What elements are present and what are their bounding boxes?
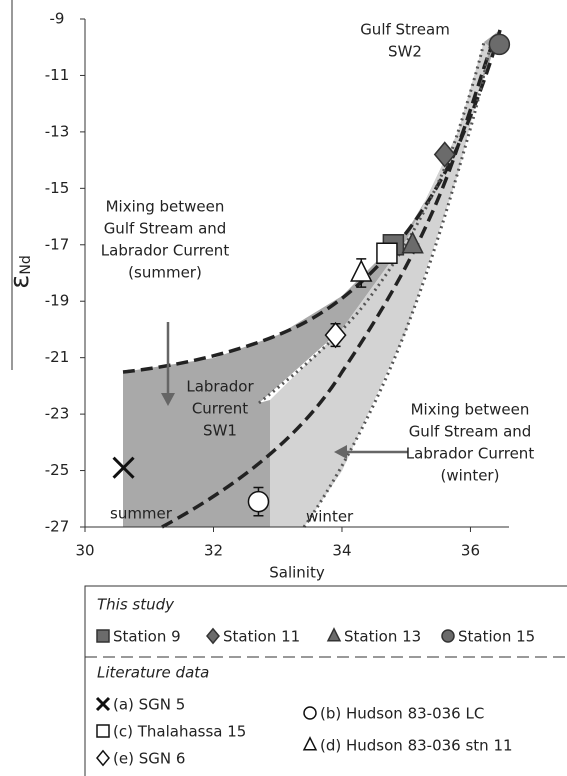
marker-triangle: [326, 627, 342, 642]
x-tick-label: 30: [75, 542, 94, 560]
marker-circle: [247, 490, 270, 513]
x-tick-label: 32: [204, 542, 223, 560]
legend-label: (c) Thalahassa 15: [113, 723, 246, 741]
legend-group-title: Literature data: [97, 664, 209, 682]
y-tick-label: -23: [45, 405, 70, 423]
annotation: Current: [192, 400, 248, 418]
marker-triangle: [401, 231, 424, 254]
y-tick-label: -19: [45, 292, 70, 310]
marker-diamond: [206, 627, 220, 645]
legend-box: [84, 585, 567, 776]
annotation: Gulf Stream and: [104, 220, 227, 238]
summer-dotted-curve: [258, 41, 486, 405]
y-axis-subscript: Nd: [18, 255, 34, 274]
annotation: Labrador: [186, 378, 254, 396]
legend-label: Station 13: [344, 628, 421, 646]
annotation: Labrador Current: [406, 445, 535, 463]
annotation: (winter): [441, 467, 500, 485]
marker-circle: [303, 706, 317, 720]
legend-label: (b) Hudson 83-036 LC: [320, 705, 484, 723]
marker-triangle: [302, 736, 318, 751]
y-tick-label: -9: [50, 10, 65, 28]
marker-x: [112, 456, 135, 479]
annotation: SW1: [203, 422, 237, 440]
annotation: (summer): [128, 264, 202, 282]
marker-triangle: [350, 259, 373, 282]
marker-diamond: [433, 141, 456, 168]
annotation: Mixing between: [106, 198, 225, 216]
annotation: winter: [306, 508, 354, 526]
y-axis-label: εNd: [5, 255, 35, 288]
marker-square: [96, 629, 110, 643]
marker-x: [95, 696, 111, 712]
arrow-head: [161, 393, 175, 406]
marker-square: [376, 242, 398, 264]
winter-mixing-curve: [161, 38, 497, 529]
arrow-head: [334, 445, 347, 459]
legend-label: (a) SGN 5: [113, 696, 185, 714]
annotation: Gulf Stream: [360, 21, 450, 39]
legend-label: (d) Hudson 83-036 stn 11: [320, 737, 513, 755]
legend-label: (e) SGN 6: [113, 750, 185, 768]
annotation: Gulf Stream and: [409, 423, 532, 441]
summer-mixing-field: [123, 30, 500, 527]
marker-circle: [488, 33, 511, 56]
y-tick-label: -11: [45, 66, 70, 84]
annotation: summer: [110, 505, 173, 523]
y-tick-label: -17: [45, 235, 70, 253]
summer-mixing-curve: [122, 29, 502, 374]
annotation: SW2: [388, 43, 422, 61]
y-tick-label: -15: [45, 179, 70, 197]
y-tick-label: -27: [45, 518, 70, 536]
x-tick-label: 36: [461, 542, 480, 560]
legend-label: Station 9: [113, 628, 181, 646]
legend-label: Station 15: [458, 628, 535, 646]
annotation: Labrador Current: [101, 242, 230, 260]
marker-diamond: [324, 321, 347, 349]
legend-label: Station 11: [223, 628, 300, 646]
marker-circle: [441, 629, 455, 643]
x-tick-label: 34: [332, 542, 351, 560]
legend-group-title: This study: [97, 596, 175, 614]
y-tick-label: -25: [45, 461, 70, 479]
marker-square: [96, 724, 110, 738]
y-tick-label: -21: [45, 348, 70, 366]
marker-diamond: [96, 749, 110, 767]
annotation: Mixing between: [411, 401, 530, 419]
x-axis-label: Salinity: [269, 564, 325, 582]
y-tick-label: -13: [45, 122, 70, 140]
y-axis-symbol: ε: [5, 275, 35, 289]
